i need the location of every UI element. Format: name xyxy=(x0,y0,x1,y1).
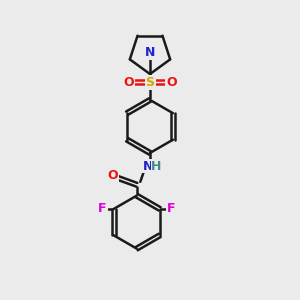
Text: F: F xyxy=(167,202,175,215)
Text: O: O xyxy=(124,76,134,89)
Text: H: H xyxy=(151,160,162,173)
Text: S: S xyxy=(146,76,154,89)
Text: N: N xyxy=(145,46,155,59)
Text: O: O xyxy=(166,76,176,89)
Text: O: O xyxy=(107,169,118,182)
Text: F: F xyxy=(98,202,107,215)
Text: N: N xyxy=(142,160,153,173)
